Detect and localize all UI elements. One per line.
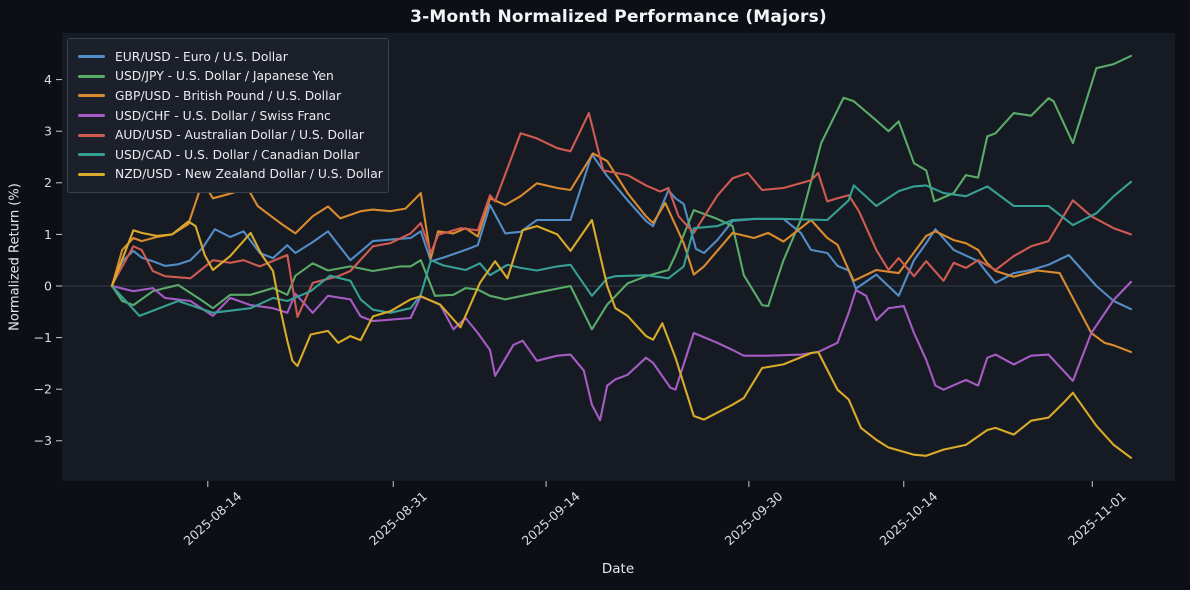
legend-swatch-icon <box>78 172 105 176</box>
legend-label: EUR/USD - Euro / U.S. Dollar <box>115 49 288 64</box>
series-line-usdcad <box>110 180 1133 317</box>
legend-item-usdcad: USD/CAD - U.S. Dollar / Canadian Dollar <box>78 145 378 165</box>
x-tick-label: 2025-10-14 <box>876 488 940 548</box>
legend-item-audusd: AUD/USD - Australian Dollar / U.S. Dolla… <box>78 125 378 145</box>
legend-label: GBP/USD - British Pound / U.S. Dollar <box>115 88 342 103</box>
x-axis-label: Date <box>601 561 635 577</box>
legend-swatch-icon <box>78 55 105 59</box>
x-tick-label: 2025-09-14 <box>519 488 583 548</box>
y-tick-label: 4 <box>44 72 52 87</box>
series-line-nzdusd <box>110 218 1133 459</box>
x-tick-label: 2025-08-31 <box>366 489 430 549</box>
legend-swatch-icon <box>78 153 105 157</box>
legend-label: NZD/USD - New Zealand Dollar / U.S. Doll… <box>115 167 383 182</box>
legend-label: AUD/USD - Australian Dollar / U.S. Dolla… <box>115 128 364 143</box>
y-tick-label: −3 <box>34 433 52 448</box>
legend-swatch-icon <box>78 133 105 137</box>
legend-label: USD/CAD - U.S. Dollar / Canadian Dollar <box>115 147 360 162</box>
legend-item-usdjpy: USD/JPY - U.S. Dollar / Japanese Yen <box>78 67 378 87</box>
x-tick-label: 2025-11-01 <box>1065 489 1129 549</box>
y-tick-label: −2 <box>34 382 52 397</box>
x-tick-label: 2025-09-30 <box>722 488 786 548</box>
legend-item-usdchf: USD/CHF - U.S. Dollar / Swiss Franc <box>78 106 378 126</box>
series-line-gbpusd <box>110 152 1133 354</box>
y-tick-label: 1 <box>44 227 52 242</box>
legend-item-nzdusd: NZD/USD - New Zealand Dollar / U.S. Doll… <box>78 165 383 185</box>
legend-swatch-icon <box>78 74 105 78</box>
legend-label: USD/JPY - U.S. Dollar / Japanese Yen <box>115 69 334 84</box>
y-axis-label: Normalized Return (%) <box>7 183 23 331</box>
legend-item-gbpusd: GBP/USD - British Pound / U.S. Dollar <box>78 86 378 106</box>
chart-title: 3-Month Normalized Performance (Majors) <box>410 7 827 27</box>
legend-label: USD/CHF - U.S. Dollar / Swiss Franc <box>115 108 331 123</box>
x-tick-label: 2025-08-14 <box>180 488 244 548</box>
legend-swatch-icon <box>78 94 105 98</box>
y-tick-label: 2 <box>44 175 52 190</box>
series-line-usdchf <box>110 280 1133 422</box>
series-line-audusd <box>110 112 1133 319</box>
y-tick-label: 0 <box>44 278 52 293</box>
y-tick-label: −1 <box>34 330 52 345</box>
y-tick-label: 3 <box>44 124 52 139</box>
legend-swatch-icon <box>78 114 105 118</box>
legend: EUR/USD - Euro / U.S. Dollar USD/JPY - U.… <box>67 38 389 194</box>
legend-item-eurusd: EUR/USD - Euro / U.S. Dollar <box>78 47 378 67</box>
